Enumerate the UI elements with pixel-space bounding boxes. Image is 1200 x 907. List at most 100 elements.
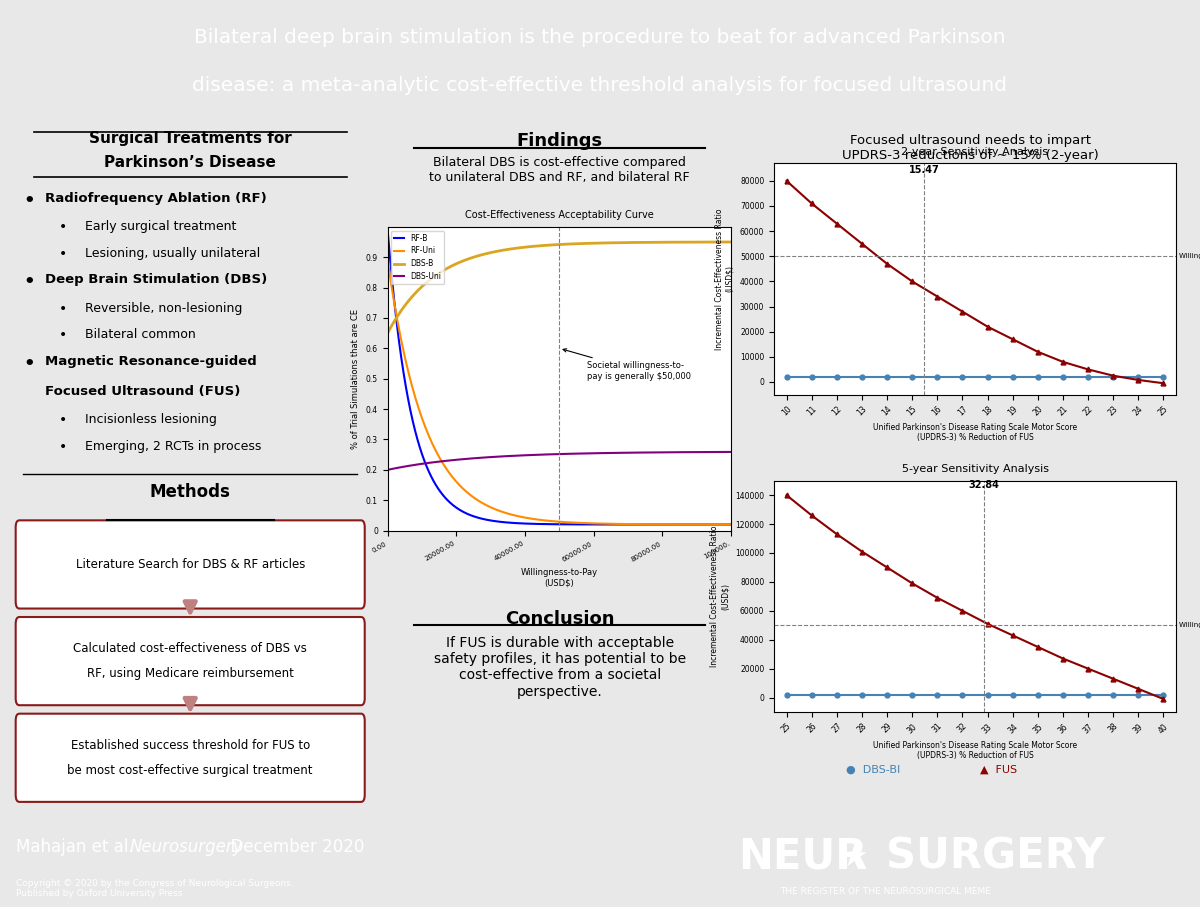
DBS-BI <box>829 372 844 383</box>
DBS-BI <box>930 372 944 383</box>
Text: •: • <box>23 356 35 373</box>
FUS <box>1157 378 1171 389</box>
Text: •: • <box>59 247 67 260</box>
FUS <box>804 198 818 209</box>
DBS-BI <box>1006 372 1020 383</box>
DBS-Uni <box>670 447 684 458</box>
RF-Uni <box>590 518 605 529</box>
DBS-BI <box>905 689 919 700</box>
DBS-BI <box>905 372 919 383</box>
DBS-B <box>584 238 599 249</box>
DBS-Uni <box>584 448 599 459</box>
Y-axis label: Incremental Cost-Effectiveness Ratio
(USD$): Incremental Cost-Effectiveness Ratio (US… <box>710 525 730 668</box>
RF-Uni <box>382 263 396 274</box>
DBS-BI <box>1157 372 1171 383</box>
Text: If FUS is durable with acceptable
safety profiles, it has potential to be
cost-e: If FUS is durable with acceptable safety… <box>433 636 686 698</box>
DBS-Uni <box>382 464 396 475</box>
DBS-BI <box>980 372 995 383</box>
RF-B <box>670 519 684 530</box>
DBS-B <box>691 237 706 248</box>
Line: DBS-BI: DBS-BI <box>784 375 1166 379</box>
Text: Emerging, 2 RCTs in process: Emerging, 2 RCTs in process <box>85 440 262 453</box>
DBS-BI <box>804 372 818 383</box>
RF-B <box>382 239 396 249</box>
RF-Uni <box>380 255 395 266</box>
Line: FUS: FUS <box>784 493 1166 701</box>
RF-B <box>584 519 599 530</box>
DBS-Uni <box>583 448 598 459</box>
FUS <box>1031 641 1045 652</box>
Text: Conclusion: Conclusion <box>505 610 614 628</box>
DBS-BI <box>854 689 869 700</box>
DBS-BI <box>1031 372 1045 383</box>
DBS-Uni <box>691 446 706 457</box>
Text: 32.84: 32.84 <box>968 480 998 490</box>
DBS-BI <box>829 689 844 700</box>
Text: . December 2020: . December 2020 <box>220 838 364 856</box>
Text: disease: a meta-analytic cost-effective threshold analysis for focused ultrasoun: disease: a meta-analytic cost-effective … <box>192 76 1008 95</box>
Text: Incisionless lesioning: Incisionless lesioning <box>85 413 217 426</box>
Title: 2-year Sensitivity Analysis: 2-year Sensitivity Analysis <box>901 147 1049 157</box>
Text: Magnetic Resonance-guided: Magnetic Resonance-guided <box>44 356 257 368</box>
FUS <box>905 276 919 287</box>
Text: •: • <box>59 328 67 343</box>
DBS-BI <box>1132 372 1146 383</box>
DBS-BI <box>955 689 970 700</box>
FUS <box>804 510 818 521</box>
Text: Methods: Methods <box>150 483 230 501</box>
RF-Uni <box>584 518 599 529</box>
RF-B <box>583 519 598 530</box>
Text: Lesioning, usually unilateral: Lesioning, usually unilateral <box>85 247 260 259</box>
DBS-B <box>670 237 684 248</box>
FancyBboxPatch shape <box>16 714 365 802</box>
DBS-Uni <box>724 446 738 457</box>
DBS-B <box>590 238 605 249</box>
Text: ★: ★ <box>840 843 868 872</box>
DBS-B <box>724 237 738 248</box>
Text: Willingness-to-pay: $50,000: Willingness-to-pay: $50,000 <box>1178 253 1200 259</box>
Line: DBS-Uni: DBS-Uni <box>388 452 731 470</box>
Line: FUS: FUS <box>784 179 1166 385</box>
FUS <box>980 321 995 332</box>
Text: Findings: Findings <box>517 132 602 151</box>
FancyBboxPatch shape <box>16 617 365 706</box>
DBS-BI <box>880 689 894 700</box>
Text: •: • <box>23 191 35 210</box>
FUS <box>955 307 970 317</box>
Text: •: • <box>59 440 67 454</box>
Text: be most cost-effective surgical treatment: be most cost-effective surgical treatmen… <box>67 764 313 777</box>
Text: •: • <box>59 413 67 427</box>
FUS <box>854 546 869 557</box>
FUS <box>1006 630 1020 641</box>
Text: Bilateral common: Bilateral common <box>85 328 196 341</box>
Text: Established success threshold for FUS to: Established success threshold for FUS to <box>71 738 310 752</box>
RF-B <box>724 519 738 530</box>
FUS <box>854 239 869 249</box>
FUS <box>779 175 793 186</box>
Title: 5-year Sensitivity Analysis: 5-year Sensitivity Analysis <box>901 464 1049 474</box>
Text: NEUR: NEUR <box>738 836 868 878</box>
Text: Parkinson’s Disease: Parkinson’s Disease <box>104 155 276 170</box>
Text: Neurosurgery: Neurosurgery <box>130 838 244 856</box>
FUS <box>1157 694 1171 705</box>
Text: ▲  FUS: ▲ FUS <box>979 766 1016 775</box>
Text: Radiofrequency Ablation (RF): Radiofrequency Ablation (RF) <box>44 191 266 204</box>
RF-Uni <box>583 518 598 529</box>
DBS-Uni <box>590 448 605 459</box>
Text: Bilateral deep brain stimulation is the procedure to beat for advanced Parkinson: Bilateral deep brain stimulation is the … <box>194 28 1006 47</box>
DBS-BI <box>1106 689 1121 700</box>
Text: ●  DBS-BI: ● DBS-BI <box>846 766 900 775</box>
Text: •: • <box>59 302 67 316</box>
Text: Willingness-to-pay: $50,000: Willingness-to-pay: $50,000 <box>1178 622 1200 629</box>
FUS <box>829 219 844 229</box>
FUS <box>955 605 970 616</box>
Title: Cost-Effectiveness Acceptability Curve: Cost-Effectiveness Acceptability Curve <box>464 210 654 220</box>
RF-B <box>590 519 605 530</box>
Y-axis label: Incremental Cost-Effectiveness Ratio
(USD$): Incremental Cost-Effectiveness Ratio (US… <box>715 208 734 350</box>
RF-Uni <box>670 519 684 530</box>
Text: •: • <box>23 273 35 291</box>
Text: Societal willingness-to-
pay is generally $50,000: Societal willingness-to- pay is generall… <box>563 348 691 381</box>
DBS-BI <box>1056 372 1070 383</box>
FUS <box>829 529 844 540</box>
FUS <box>1056 356 1070 367</box>
